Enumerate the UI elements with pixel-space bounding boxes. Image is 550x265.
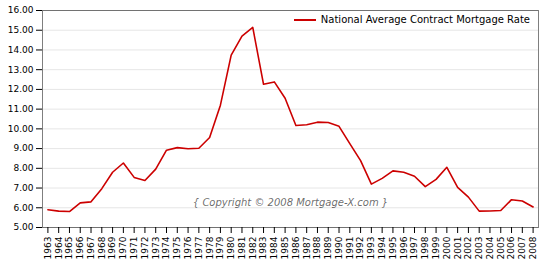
svg-text:5.00: 5.00: [13, 222, 33, 232]
svg-text:1997: 1997: [409, 237, 419, 260]
svg-text:15.00: 15.00: [8, 25, 34, 35]
svg-text:1998: 1998: [420, 236, 430, 259]
svg-text:1991: 1991: [345, 237, 355, 260]
svg-text:1988: 1988: [312, 236, 322, 259]
svg-text:1967: 1967: [86, 237, 96, 260]
svg-text:1978: 1978: [205, 236, 215, 259]
svg-text:11.00: 11.00: [8, 104, 34, 114]
svg-text:13.00: 13.00: [8, 65, 34, 75]
svg-text:1972: 1972: [140, 237, 150, 260]
svg-text:1996: 1996: [399, 236, 409, 259]
svg-text:1964: 1964: [54, 236, 64, 259]
svg-text:2008: 2008: [528, 236, 538, 259]
html-text:National Average Contract Mort: National Average Contract Mortgage Rate: [320, 14, 530, 25]
svg-text:2000: 2000: [442, 236, 452, 259]
svg-text:1980: 1980: [226, 236, 236, 259]
svg-text:2006: 2006: [506, 236, 516, 259]
svg-text:1993: 1993: [366, 237, 376, 260]
svg-text:1982: 1982: [248, 237, 258, 260]
svg-text:8.00: 8.00: [13, 163, 33, 173]
svg-text:2001: 2001: [453, 237, 463, 260]
svg-text:1984: 1984: [269, 236, 279, 259]
svg-text:1966: 1966: [75, 236, 85, 259]
svg-text:1989: 1989: [323, 236, 333, 259]
svg-text:1992: 1992: [355, 237, 365, 260]
svg-text:1968: 1968: [97, 236, 107, 259]
svg-text:16.00: 16.00: [8, 5, 34, 15]
svg-text:1975: 1975: [172, 237, 182, 260]
svg-text:1995: 1995: [388, 237, 398, 260]
svg-text:10.00: 10.00: [8, 124, 34, 134]
svg-text:1969: 1969: [107, 236, 117, 259]
svg-text:1977: 1977: [194, 237, 204, 260]
svg-text:6.00: 6.00: [13, 203, 33, 213]
svg-text:1970: 1970: [118, 236, 128, 259]
svg-text:2004: 2004: [485, 236, 495, 259]
svg-text:{ Copyright © 2008 Mortgage-X.: { Copyright © 2008 Mortgage-X.com }: [193, 197, 388, 208]
svg-text:1963: 1963: [43, 237, 53, 260]
svg-text:2002: 2002: [463, 237, 473, 260]
svg-text:1973: 1973: [151, 237, 161, 260]
svg-text:2007: 2007: [517, 237, 527, 260]
svg-text:2005: 2005: [496, 237, 506, 260]
svg-text:1965: 1965: [64, 237, 74, 260]
svg-text:1990: 1990: [334, 236, 344, 259]
svg-text:1999: 1999: [431, 236, 441, 259]
svg-text:1986: 1986: [291, 236, 301, 259]
svg-text:1971: 1971: [129, 237, 139, 260]
svg-text:7.00: 7.00: [13, 183, 33, 193]
svg-text:1985: 1985: [280, 237, 290, 260]
svg-text:1994: 1994: [377, 236, 387, 259]
svg-text:1987: 1987: [302, 237, 312, 260]
svg-text:1983: 1983: [258, 237, 268, 260]
svg-text:1976: 1976: [183, 236, 193, 259]
svg-text:1979: 1979: [215, 236, 225, 259]
svg-text:12.00: 12.00: [8, 84, 34, 94]
svg-text:1974: 1974: [161, 236, 171, 259]
svg-text:2003: 2003: [474, 237, 484, 260]
svg-text:1981: 1981: [237, 237, 247, 260]
svg-text:9.00: 9.00: [13, 143, 33, 153]
svg-text:14.00: 14.00: [8, 45, 34, 55]
